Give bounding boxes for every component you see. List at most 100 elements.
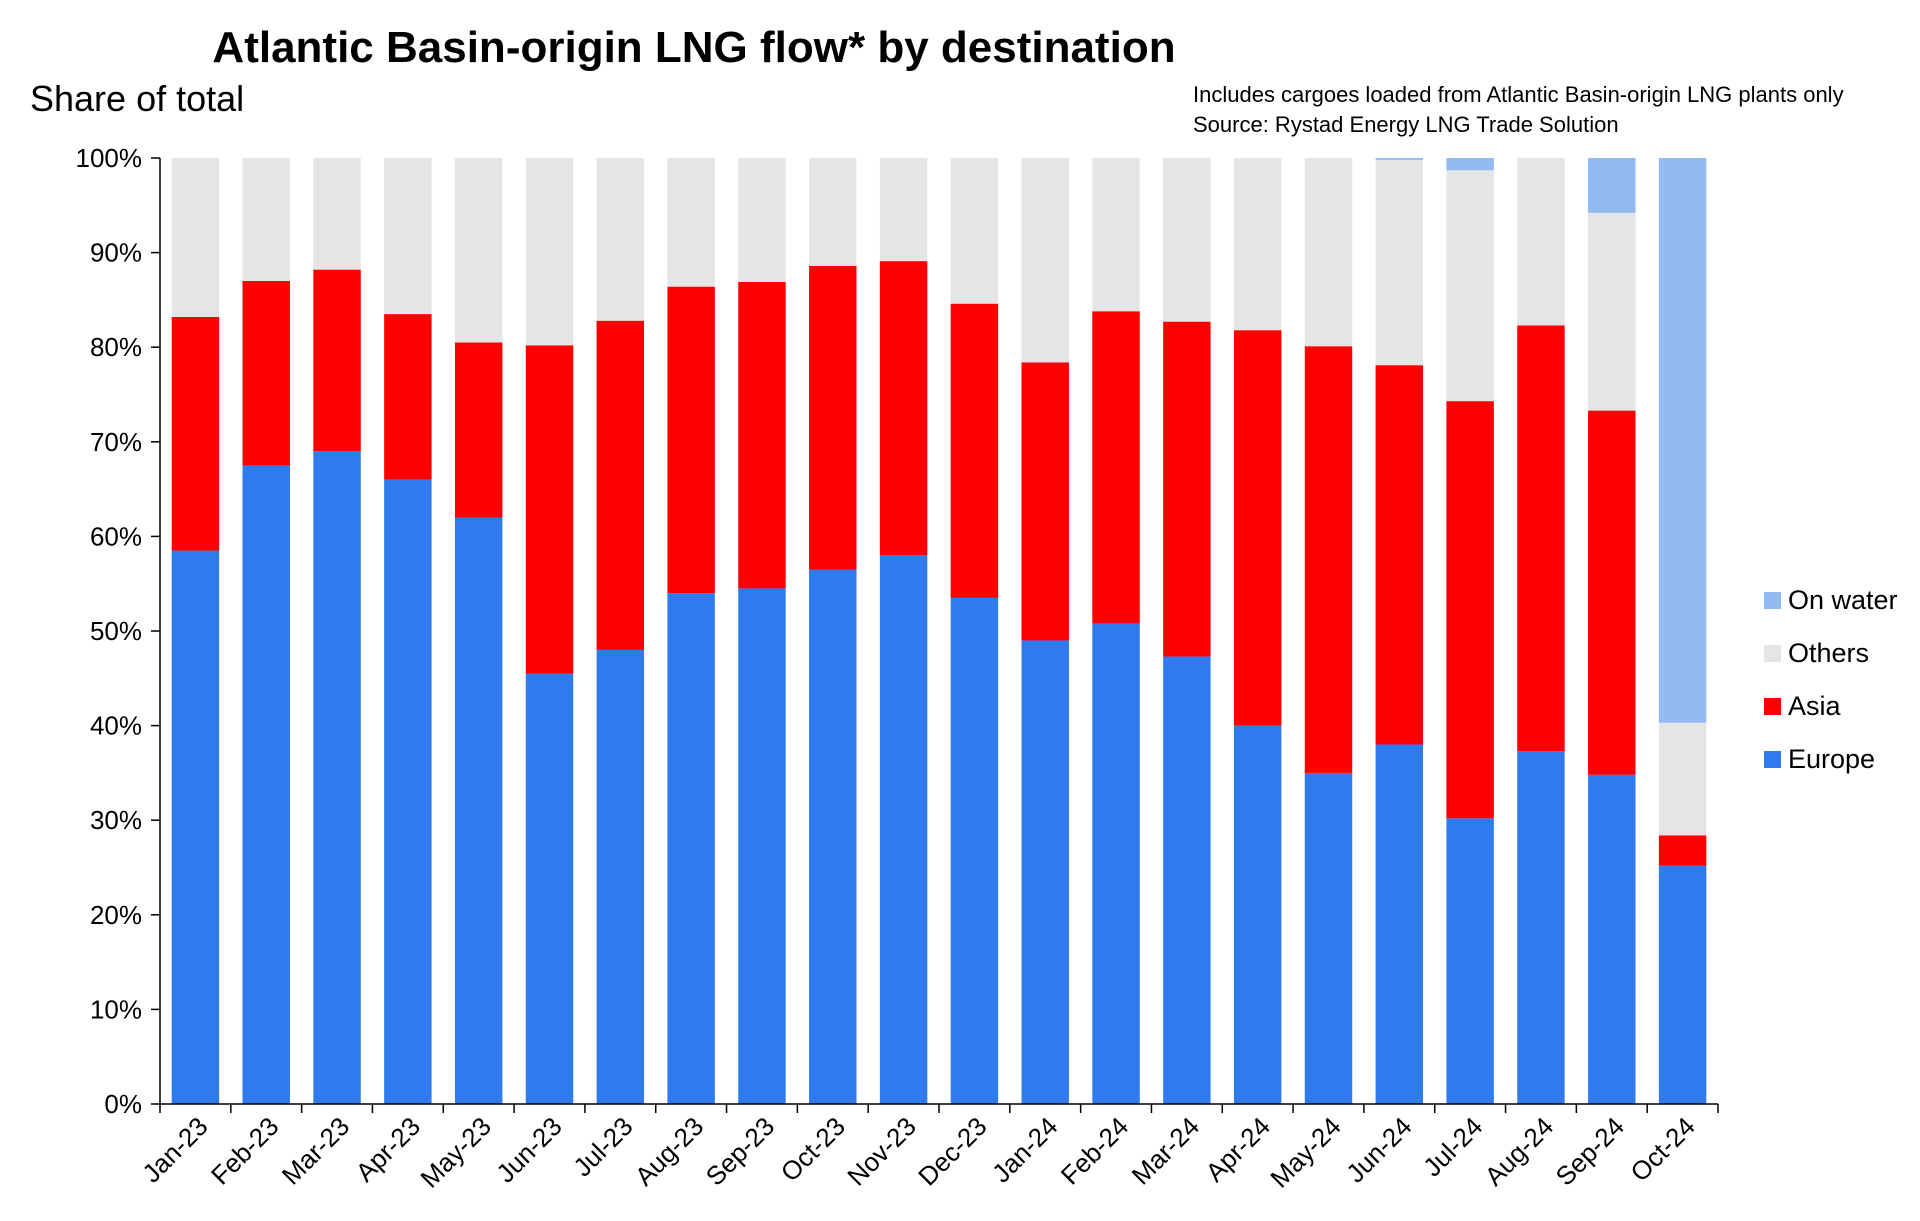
legend-label-on-water: On water — [1788, 585, 1898, 615]
y-tick-label: 0% — [104, 1089, 142, 1119]
x-tick-label: Aug-23 — [629, 1111, 709, 1191]
bar-segment-others — [1163, 158, 1211, 322]
bar-segment-europe — [242, 465, 290, 1104]
x-tick-label: Mar-24 — [1126, 1111, 1205, 1190]
x-tick-label: Jun-23 — [490, 1111, 567, 1188]
x-tick-label: Aug-24 — [1479, 1111, 1559, 1191]
x-tick-label: Nov-23 — [841, 1111, 921, 1191]
bar-segment-europe — [879, 555, 928, 1104]
bar-segment-asia — [1021, 362, 1069, 641]
bar-segment-on-water — [1658, 158, 1707, 723]
axes — [159, 158, 1719, 1113]
x-tick-label: Jul-23 — [567, 1111, 638, 1182]
x-tick-label: Dec-23 — [912, 1111, 992, 1191]
x-tick-label: Feb-23 — [205, 1111, 284, 1190]
bar-segment-asia — [1588, 410, 1636, 775]
bar-segment-others — [1092, 158, 1140, 312]
bar-segment-asia — [950, 303, 999, 598]
bar-segment-asia — [1304, 346, 1353, 773]
x-tick-label: Jul-24 — [1417, 1111, 1488, 1182]
x-tick-label: Oct-24 — [1624, 1111, 1700, 1187]
bar-segment-others — [1446, 170, 1494, 402]
legend-swatch-europe — [1764, 751, 1781, 768]
bar-segment-asia — [1375, 365, 1424, 745]
x-tick-label: Mar-23 — [276, 1111, 355, 1190]
bar-segment-asia — [1517, 325, 1565, 752]
x-tick-label: Oct-23 — [775, 1111, 851, 1187]
bar-segment-asia — [667, 286, 715, 594]
x-tick-label: May-24 — [1264, 1111, 1347, 1194]
x-tick-label: May-23 — [414, 1111, 497, 1194]
bar-segment-others — [384, 158, 432, 315]
bar-segment-europe — [1588, 774, 1636, 1104]
bar-segment-asia — [171, 316, 220, 551]
y-tick-label: 40% — [90, 711, 142, 741]
bar-segment-europe — [596, 649, 645, 1104]
y-tick-label: 80% — [90, 332, 142, 362]
bar-segment-others — [1375, 159, 1424, 366]
bar-segment-asia — [242, 280, 290, 466]
bar-segment-asia — [1092, 311, 1140, 624]
bar-segment-asia — [738, 281, 786, 589]
bar-segment-europe — [950, 597, 999, 1104]
legend: On water Others Asia Europe — [1764, 585, 1898, 774]
legend-swatch-asia — [1764, 698, 1781, 715]
x-tick-label: Apr-23 — [350, 1111, 426, 1187]
y-tick-label: 90% — [90, 238, 142, 268]
bar-segment-asia — [809, 265, 857, 570]
bar-segment-europe — [1375, 744, 1424, 1104]
legend-label-asia: Asia — [1788, 691, 1842, 721]
bar-segment-on-water — [1588, 158, 1636, 213]
bar-segment-europe — [1517, 751, 1565, 1104]
bar-segment-others — [525, 158, 574, 346]
legend-label-europe: Europe — [1788, 744, 1875, 774]
chart-title: Atlantic Basin-origin LNG flow* by desti… — [212, 23, 1175, 72]
bar-segment-others — [313, 158, 361, 270]
bar-segment-europe — [1021, 640, 1069, 1104]
bar-segment-europe — [313, 451, 361, 1104]
bar-segment-others — [950, 158, 999, 304]
bar-segment-asia — [1163, 321, 1211, 657]
bar-segment-asia — [596, 320, 645, 650]
bar-segment-others — [667, 158, 715, 287]
bar-segment-others — [171, 158, 220, 317]
bar-segment-europe — [1304, 772, 1353, 1104]
y-tick-label: 60% — [90, 521, 142, 551]
bar-segment-others — [242, 158, 290, 281]
x-tick-label: Sep-24 — [1550, 1111, 1630, 1191]
bar-segment-asia — [1233, 330, 1282, 726]
bar-segment-europe — [738, 588, 786, 1104]
bar-segment-europe — [1658, 865, 1707, 1104]
bar-segment-on-water — [1375, 158, 1424, 160]
bar-segment-europe — [384, 479, 432, 1104]
y-tick-label: 10% — [90, 994, 142, 1024]
x-tick-label: Jun-24 — [1340, 1111, 1417, 1188]
bar-segment-others — [1658, 722, 1707, 836]
bar-segment-others — [596, 158, 645, 321]
note-source: Source: Rystad Energy LNG Trade Solution — [1193, 112, 1619, 137]
bar-segment-asia — [525, 345, 574, 674]
legend-label-others: Others — [1788, 638, 1869, 668]
x-tick-label: Sep-23 — [700, 1111, 780, 1191]
bar-segment-europe — [454, 517, 503, 1104]
y-axis: 0% 10% 20% 30% 40% 50% 60% 70% 80% 90% 100% — [76, 143, 160, 1119]
bar-segment-others — [1021, 158, 1069, 363]
bar-segment-europe — [1163, 656, 1211, 1104]
bar-segment-asia — [454, 342, 503, 518]
plot-area — [171, 158, 1707, 1104]
y-tick-label: 20% — [90, 900, 142, 930]
x-tick-label: Jan-24 — [986, 1111, 1063, 1188]
legend-swatch-on-water — [1764, 592, 1781, 609]
bar-segment-others — [1588, 212, 1636, 411]
bar-segment-others — [1517, 158, 1565, 326]
bar-segment-others — [454, 158, 503, 343]
y-tick-label: 70% — [90, 427, 142, 457]
bar-segment-others — [879, 158, 928, 262]
bar-segment-asia — [384, 314, 432, 480]
bar-segment-europe — [667, 593, 715, 1104]
bar-segment-europe — [1092, 623, 1140, 1104]
x-tick-label: Jan-23 — [136, 1111, 213, 1188]
bar-segment-others — [809, 158, 857, 266]
